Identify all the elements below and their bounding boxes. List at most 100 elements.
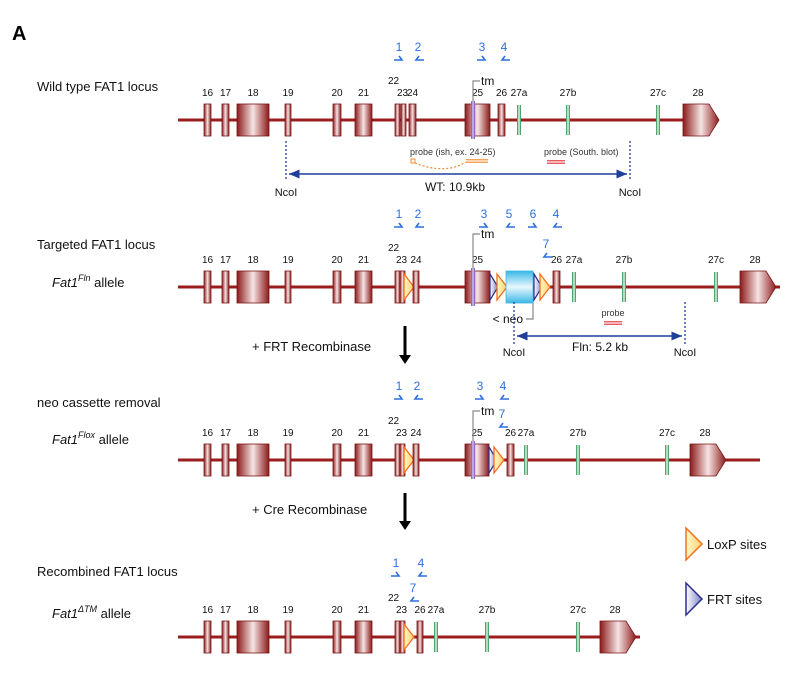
neo-cassette (505, 270, 534, 304)
forward-primer-arrow-icon (475, 394, 485, 400)
primer-label: 2 (415, 207, 422, 221)
allele-gene: Fat1 (52, 606, 78, 621)
tm-label: tm (481, 227, 494, 241)
exon-label: 26 (414, 605, 426, 616)
exon-label: 26 (505, 428, 517, 439)
loxp-site-icon (403, 272, 415, 302)
exon-label: 23 (396, 605, 408, 616)
exon-label: 27b (616, 255, 633, 266)
exon (236, 103, 270, 137)
alternative-exon (517, 105, 521, 135)
exon-label: 18 (247, 88, 259, 99)
forward-primer-arrow-icon (528, 222, 538, 228)
primer-label: 1 (396, 40, 403, 54)
primer-label: 1 (396, 207, 403, 221)
exon (236, 620, 270, 654)
tm-leader-line (472, 233, 480, 268)
exon-label: 21 (358, 605, 370, 616)
allele-superscript: Flox (78, 430, 96, 440)
forward-primer-arrow-icon (394, 394, 404, 400)
exon-label: 17 (220, 88, 232, 99)
ncoi-label: NcoI (503, 347, 526, 359)
probe-ish-part-1 (410, 158, 416, 164)
probe-south-label: probe (South. blot) (544, 147, 619, 157)
exon (284, 620, 292, 654)
allele-suffix: allele (97, 606, 131, 621)
forward-primer-arrow-icon (479, 222, 489, 228)
exon-label: 20 (331, 88, 343, 99)
exon-label: 24 (410, 428, 422, 439)
exon (354, 443, 373, 477)
recombinase-label: + FRT Recombinase (252, 339, 371, 354)
tm-leader-line (472, 410, 480, 441)
exon-label: 25 (471, 428, 483, 439)
alternative-exon (665, 445, 669, 475)
exon (464, 103, 491, 137)
wt-fragment-label: WT: 10.9kb (425, 180, 485, 194)
exon-label: 25 (472, 255, 484, 266)
allele-suffix: allele (91, 275, 125, 290)
allele-gene: Fat1 (52, 432, 78, 447)
exon-label: 21 (358, 428, 370, 439)
exon-label: 23 (396, 428, 408, 439)
exon-label: 19 (282, 428, 294, 439)
primer-label: 2 (414, 379, 421, 393)
alternative-exon (434, 622, 438, 652)
legend-frt-label: FRT sites (707, 592, 763, 607)
exon-label: 17 (220, 605, 232, 616)
reverse-primer-arrow-icon (500, 55, 510, 61)
exon (203, 270, 212, 304)
primer-label: 4 (418, 556, 425, 570)
exon-label: 27c (650, 88, 666, 99)
probe-ish-label: probe (ish, ex. 24-25) (410, 147, 496, 157)
exon (332, 103, 342, 137)
wt-annotations: NcoI NcoI WT: 10.9kb probe (ish, ex. 24-25)… (275, 141, 642, 199)
frt-legend-icon (685, 581, 704, 617)
exon-label: 26 (496, 88, 508, 99)
exon-label: 22 (388, 76, 400, 87)
alternative-exon (576, 622, 580, 652)
exon-label: 27c (570, 605, 586, 616)
exon (394, 443, 401, 477)
exon-label: 24 (410, 255, 422, 266)
probe-ish-part-2 (466, 159, 488, 163)
legend-loxp-label: LoxP sites (707, 537, 767, 552)
exon-label: 22 (388, 593, 400, 604)
exon-label: 20 (331, 428, 343, 439)
exon-28 (739, 270, 777, 304)
reverse-primer-arrow-icon (542, 252, 552, 258)
loxp-site-icon (539, 272, 551, 302)
exon-label: 16 (202, 605, 214, 616)
exon (354, 103, 373, 137)
allele-name: Fat1ΔTM allele (52, 604, 131, 621)
reverse-primer-arrow-icon (414, 222, 424, 228)
neo-label: < neo (493, 312, 524, 326)
exon (203, 620, 212, 654)
primer-label: 1 (396, 379, 403, 393)
tm-label: tm (481, 404, 494, 418)
exon-label: 18 (247, 255, 259, 266)
exon (394, 103, 401, 137)
alternative-exon (656, 105, 660, 135)
transmembrane-domain-marker (471, 441, 475, 479)
panel-label: A (12, 23, 26, 45)
forward-primer-arrow-icon (394, 55, 404, 61)
alternative-exon (576, 445, 580, 475)
exon (221, 103, 230, 137)
exon-label: 28 (749, 255, 761, 266)
exon-label: 27b (479, 605, 496, 616)
frt-site-icon (488, 444, 498, 476)
alternative-exon (485, 622, 489, 652)
exon-label: 27b (570, 428, 587, 439)
loxp-site-icon (496, 272, 508, 302)
exon-28 (599, 620, 637, 654)
alternative-exon (566, 105, 570, 135)
exon (203, 103, 212, 137)
alternative-exon (714, 272, 718, 302)
exon (203, 443, 212, 477)
exon-label: 27a (428, 605, 445, 616)
ncoi-label: NcoI (619, 187, 642, 199)
exon-label: 18 (247, 605, 259, 616)
exon-28 (682, 103, 720, 137)
